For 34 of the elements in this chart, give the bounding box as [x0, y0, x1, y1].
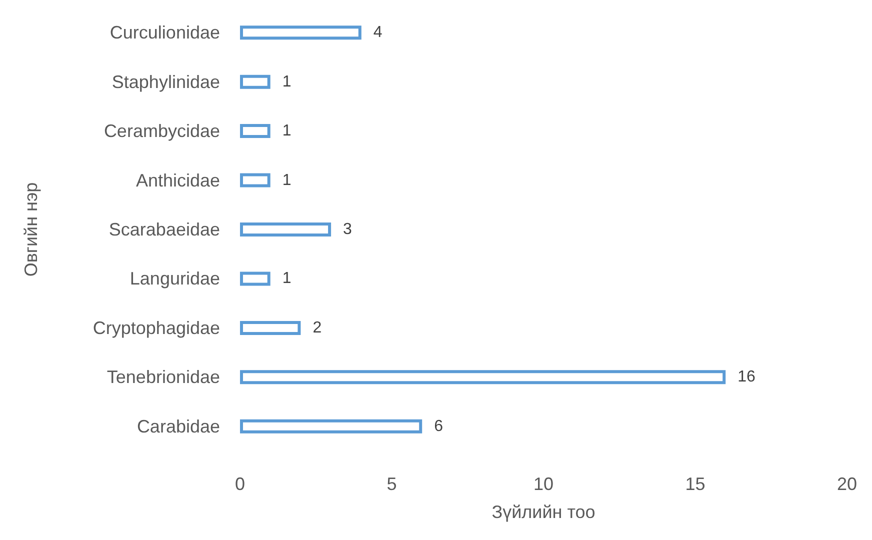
y-tick-label: Scarabaeidae [108, 220, 220, 240]
data-label: 1 [282, 73, 292, 90]
bar [240, 26, 362, 40]
y-tick-label: Staphylinidae [112, 72, 220, 92]
bar [240, 173, 270, 188]
data-label: 1 [282, 122, 292, 140]
data-label: 1 [282, 270, 292, 288]
bar [240, 370, 726, 384]
x-tick-label: 0 [234, 474, 246, 494]
bar [240, 320, 301, 335]
data-label: 1 [282, 172, 292, 189]
bar [240, 124, 270, 138]
bar [240, 272, 270, 286]
y-tick-label: Tenebrionidae [106, 367, 220, 388]
data-label: 16 [738, 368, 756, 386]
bar [240, 222, 332, 236]
y-tick-label: Languridae [130, 268, 220, 289]
data-label: 6 [434, 418, 444, 435]
y-tick-label: Cryptophagidae [92, 318, 220, 338]
data-label: 4 [373, 24, 382, 42]
data-label: 2 [312, 319, 322, 336]
bar [240, 419, 422, 434]
y-tick-label: Cerambycidae [104, 121, 220, 142]
x-tick-label: 5 [386, 474, 397, 494]
y-tick-label: Carabidae [136, 416, 220, 436]
bar [240, 74, 270, 89]
x-axis-title: Зүйлийн тоо [492, 502, 596, 522]
y-tick-label: Anthicidae [136, 170, 220, 190]
data-label: 3 [343, 221, 352, 238]
x-tick-label: 20 [836, 474, 858, 494]
y-tick-label: Curculionidae [110, 22, 220, 43]
x-tick-label: 10 [533, 474, 554, 494]
y-axis-title: Овгийн нэр [21, 182, 41, 277]
x-tick-label: 15 [685, 474, 706, 494]
